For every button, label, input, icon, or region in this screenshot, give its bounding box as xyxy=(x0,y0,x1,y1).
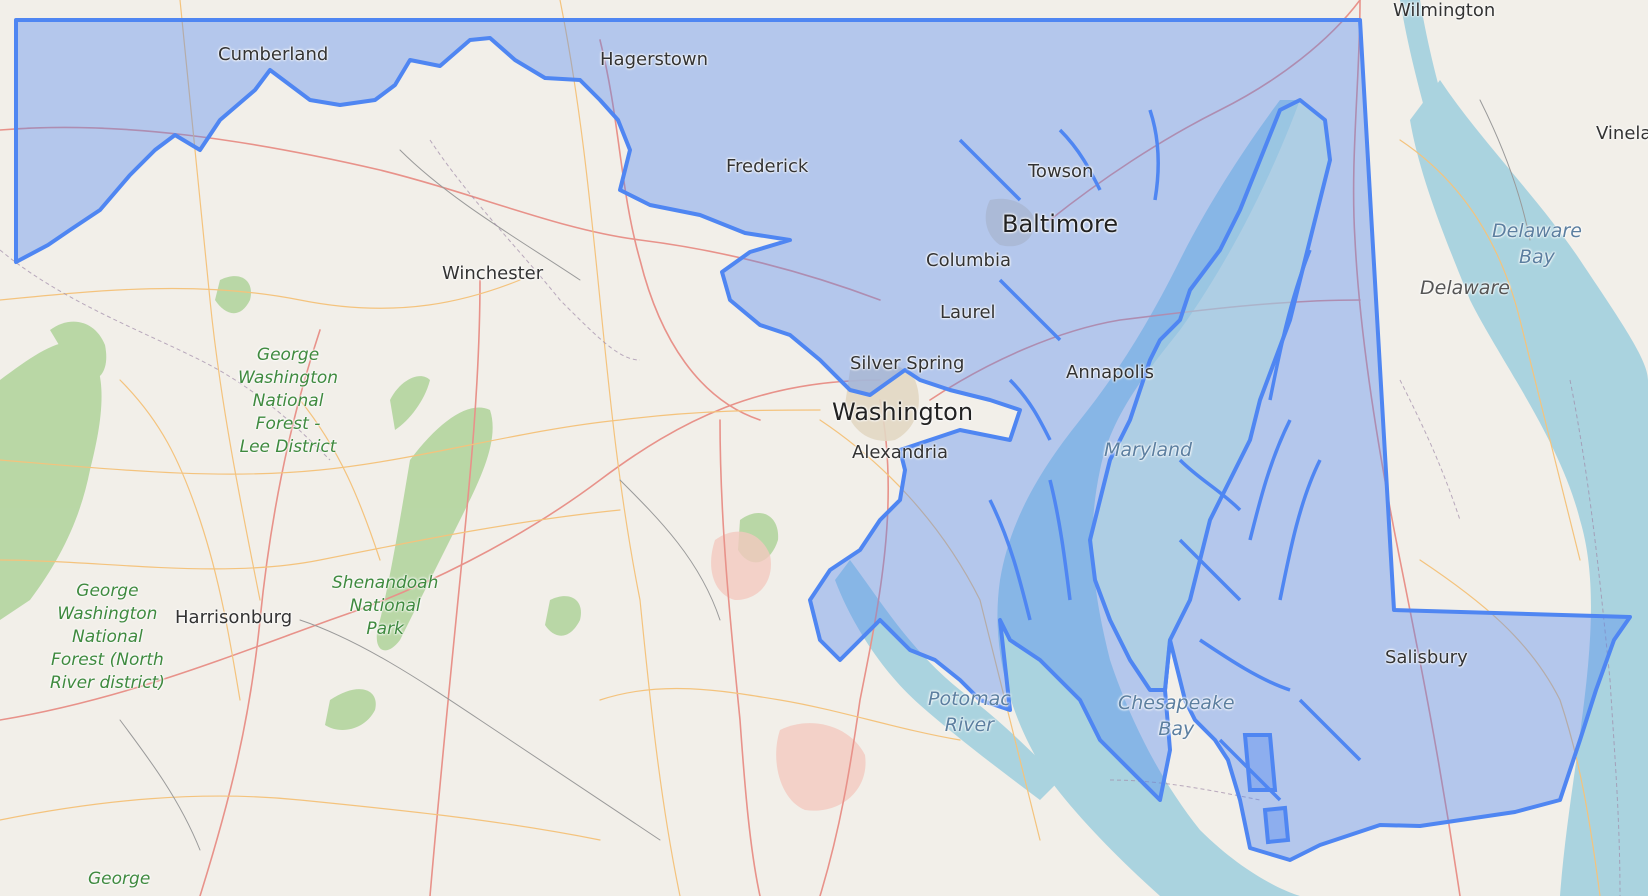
ridge-forest-3 xyxy=(215,276,251,314)
label-annapolis: Annapolis xyxy=(1066,362,1154,383)
maryland-state-shape xyxy=(14,18,1632,862)
delaware-river xyxy=(1400,0,1460,165)
forest-layer xyxy=(0,276,779,730)
chesapeake-bay xyxy=(997,100,1300,896)
label-shenandoah: Shenandoah National Park xyxy=(332,573,439,639)
washington-urban-area xyxy=(845,361,919,441)
urban-layer xyxy=(845,198,1035,441)
label-george-bottom: George xyxy=(88,869,151,889)
label-alexandria: Alexandria xyxy=(852,442,949,463)
smith-island-shape xyxy=(1262,805,1291,845)
label-potomac-river: Potomac River xyxy=(928,688,1011,736)
label-hagerstown: Hagerstown xyxy=(600,49,709,70)
label-washington: Washington xyxy=(832,398,974,426)
label-maryland: Maryland xyxy=(1104,439,1193,461)
gw-forest-north-area-2 xyxy=(50,321,107,381)
label-towson: Towson xyxy=(1028,161,1094,182)
gw-forest-north-area xyxy=(0,341,102,620)
label-silver-spring: Silver Spring xyxy=(850,353,965,374)
label-delaware: Delaware xyxy=(1420,277,1510,299)
label-columbia: Columbia xyxy=(926,250,1011,271)
water-layer xyxy=(835,0,1648,896)
label-laurel: Laurel xyxy=(940,302,996,323)
label-baltimore: Baltimore xyxy=(1002,210,1119,238)
label-winchester: Winchester xyxy=(442,263,544,284)
ridge-forest-2 xyxy=(325,689,376,730)
label-wilmington: Wilmington xyxy=(1393,0,1496,21)
label-gw-forest-north: George Washington National Forest (North… xyxy=(50,581,165,693)
ridge-forest-4 xyxy=(545,596,581,636)
eastern-shore-rivers xyxy=(1178,249,1362,802)
maryland-highlight[interactable] xyxy=(14,18,1632,862)
shenandoah-area xyxy=(376,407,493,651)
bloodsworth-island-shape xyxy=(1242,733,1278,792)
label-cumberland: Cumberland xyxy=(218,44,329,65)
boundaries-layer xyxy=(0,139,1621,896)
ridge-forest-1 xyxy=(390,376,430,430)
label-harrisonburg: Harrisonburg xyxy=(175,607,293,628)
label-vineland: Vinela xyxy=(1596,123,1648,144)
label-gw-forest-lee: George Washington National Forest - Lee … xyxy=(238,345,339,457)
label-delaware-bay: Delaware Bay xyxy=(1492,220,1582,268)
roads-layer xyxy=(0,0,1601,896)
label-chesapeake-bay: Chesapeake Bay xyxy=(1118,692,1235,740)
delaware-bay xyxy=(1410,80,1648,896)
potomac-river xyxy=(835,560,1060,800)
restricted-area-2 xyxy=(776,723,866,811)
restricted-area-1 xyxy=(711,531,771,600)
label-salisbury: Salisbury xyxy=(1385,647,1468,668)
label-frederick: Frederick xyxy=(726,156,809,177)
restricted-layer xyxy=(711,531,866,811)
western-shore-rivers xyxy=(958,109,1161,621)
baltimore-urban-area xyxy=(985,198,1035,247)
